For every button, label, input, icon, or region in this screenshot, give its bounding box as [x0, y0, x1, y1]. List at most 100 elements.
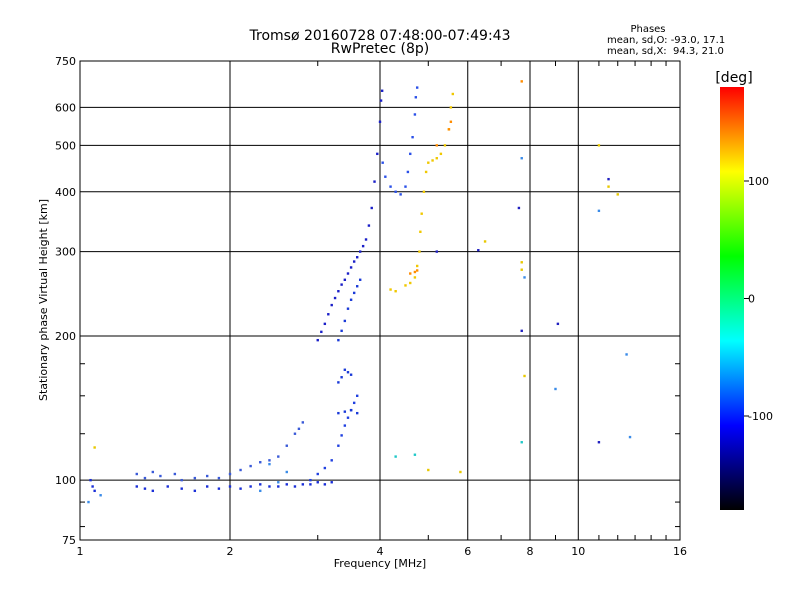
data-point: [379, 99, 383, 102]
data-point: [447, 128, 451, 131]
data-point: [361, 244, 365, 248]
data-point: [415, 269, 419, 272]
legend-line-o: mean, sd,O: -93.0, 17.1: [607, 35, 725, 46]
data-point: [340, 434, 343, 437]
data-point: [418, 250, 421, 253]
data-point: [337, 411, 340, 415]
x-tick-label: 8: [527, 545, 534, 558]
data-point: [259, 483, 262, 486]
data-point: [93, 489, 96, 493]
data-point: [135, 472, 138, 476]
data-point: [597, 144, 601, 147]
colorbar-tick-label: 100: [748, 175, 769, 188]
data-point: [443, 144, 447, 147]
legend-line-x: mean, sd,X: 94.3, 21.0: [607, 46, 724, 57]
data-point: [297, 427, 301, 431]
data-point: [166, 485, 169, 488]
data-point: [346, 371, 350, 374]
data-point: [451, 92, 455, 96]
data-point: [277, 455, 280, 458]
data-point: [99, 494, 102, 497]
data-point: [330, 481, 333, 484]
data-point: [389, 185, 392, 188]
data-point: [333, 296, 337, 300]
data-point: [330, 459, 333, 462]
data-point: [556, 322, 560, 326]
data-point: [413, 453, 417, 456]
data-point: [625, 353, 628, 356]
data-point: [607, 177, 610, 181]
data-point: [411, 135, 414, 139]
colorbar-ticks: 100 0 -100: [744, 175, 773, 423]
data-point: [151, 489, 155, 493]
data-point: [151, 470, 155, 474]
chart-title: Tromsø 20160728 07:48:00-07:49:43: [249, 28, 511, 44]
chart-subtitle: RwPretec (8p): [331, 41, 429, 57]
data-point: [323, 322, 327, 326]
data-point: [435, 144, 438, 147]
data-point: [249, 485, 252, 488]
colorbar-tick-label: 0: [748, 293, 755, 306]
data-point: [316, 472, 319, 476]
data-point: [389, 288, 392, 291]
colorbar-label: [deg]: [715, 70, 752, 86]
data-point: [349, 266, 353, 269]
data-point: [268, 485, 271, 488]
data-point: [376, 152, 379, 156]
data-point: [340, 283, 343, 286]
data-point: [597, 209, 601, 213]
data-point: [373, 180, 376, 183]
data-point: [205, 485, 209, 488]
x-tick-label: 10: [571, 545, 585, 558]
data-point: [205, 474, 209, 478]
data-point: [355, 411, 359, 415]
data-point: [415, 264, 419, 268]
data-point: [394, 455, 397, 458]
data-point: [352, 291, 356, 295]
data-point: [143, 476, 147, 480]
x-tick-label: 16: [673, 545, 687, 558]
y-tick-label: 400: [55, 186, 76, 199]
data-point: [381, 161, 384, 164]
data-point: [91, 485, 94, 488]
y-tick-label: 300: [55, 246, 76, 259]
data-point: [249, 464, 252, 468]
y-tick-label: 75: [62, 534, 76, 547]
data-point: [343, 319, 347, 323]
data-point: [285, 483, 288, 486]
data-point: [346, 307, 350, 310]
data-point: [346, 416, 350, 419]
data-point: [424, 170, 428, 174]
data-point: [520, 441, 523, 444]
data-point: [380, 89, 384, 92]
colorbar: [720, 87, 744, 510]
data-point: [93, 446, 96, 449]
data-point: [483, 240, 487, 243]
x-axis-ticks: 1 2 4 6 8 10 16: [77, 61, 687, 558]
data-point: [355, 394, 359, 398]
data-point: [343, 410, 347, 413]
data-point: [316, 481, 319, 484]
y-tick-label: 750: [55, 55, 76, 68]
data-point: [349, 408, 353, 412]
data-point: [285, 444, 288, 447]
data-point: [355, 256, 359, 259]
data-point: [323, 466, 327, 470]
grid-lines: [80, 61, 680, 540]
data-point: [343, 424, 347, 427]
data-point: [554, 387, 557, 391]
data-point: [404, 185, 407, 188]
data-point: [404, 284, 407, 287]
y-tick-label: 100: [55, 474, 76, 487]
data-point: [268, 459, 271, 462]
x-tick-label: 4: [377, 545, 384, 558]
data-point: [337, 338, 340, 342]
data-point: [370, 206, 373, 210]
data-point: [520, 157, 523, 160]
data-point: [337, 381, 340, 384]
data-point: [628, 435, 632, 439]
data-point: [427, 161, 430, 164]
data-point: [323, 483, 327, 486]
data-point: [268, 462, 271, 466]
